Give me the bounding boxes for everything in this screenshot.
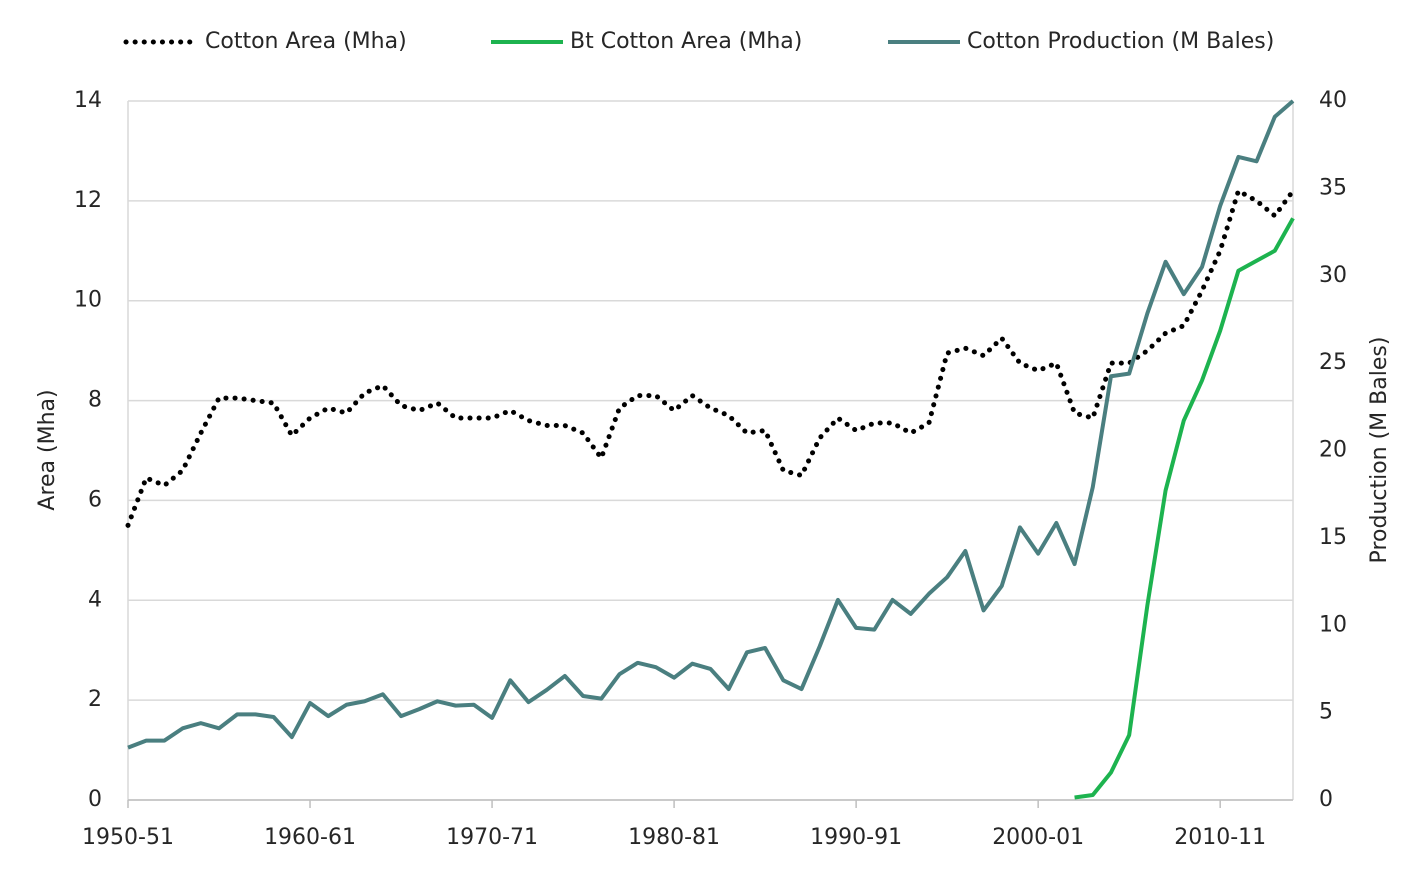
series-line [1074, 217, 1295, 800]
x-tick-label: 2000-01 [992, 825, 1084, 850]
series-line [127, 99, 1295, 750]
y2-axis-title: Production (M Bales) [1367, 337, 1392, 564]
x-tick-label: 1980-81 [628, 825, 720, 850]
y-tick-label: 4 [88, 587, 102, 612]
y2-tick-label: 10 [1319, 612, 1347, 637]
y-tick-label: 8 [88, 388, 102, 413]
legend-label: Cotton Production (M Bales) [967, 29, 1274, 54]
legend-label: Cotton Area (Mha) [205, 29, 407, 54]
x-tick-label: 1970-71 [446, 825, 538, 850]
y-tick-label: 6 [88, 487, 102, 512]
y-axis-title: Area (Mha) [35, 389, 60, 510]
y2-tick-label: 40 [1319, 88, 1347, 113]
x-tick-label: 2010-11 [1174, 825, 1266, 850]
x-tick-label: 1950-51 [82, 825, 174, 850]
y-tick-label: 14 [74, 88, 102, 113]
y-tick-label: 0 [88, 787, 102, 812]
y2-tick-label: 0 [1319, 787, 1333, 812]
y-tick-label: 10 [74, 288, 102, 313]
y2-tick-label: 30 [1319, 263, 1347, 288]
x-tick-label: 1960-61 [264, 825, 356, 850]
y2-tick-label: 25 [1319, 350, 1347, 375]
y-tick-label: 12 [74, 188, 102, 213]
y2-tick-label: 5 [1319, 700, 1333, 725]
y2-tick-label: 15 [1319, 525, 1347, 550]
y2-tick-label: 35 [1319, 175, 1347, 200]
x-tick-label: 1990-91 [810, 825, 902, 850]
y2-tick-label: 20 [1319, 438, 1347, 463]
legend-label: Bt Cotton Area (Mha) [570, 29, 802, 54]
y-tick-label: 2 [88, 687, 102, 712]
